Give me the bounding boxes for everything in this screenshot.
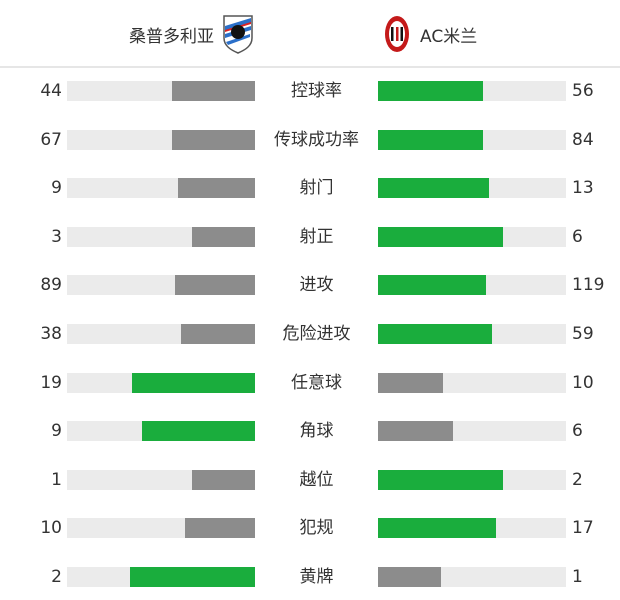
home-bar-track bbox=[67, 518, 255, 539]
away-value: 17 bbox=[572, 518, 594, 539]
stat-row: 67 传球成功率 84 bbox=[0, 129, 620, 151]
home-bar-track bbox=[67, 226, 255, 247]
home-bar-track bbox=[67, 275, 255, 296]
home-bar-track bbox=[67, 469, 255, 490]
stat-row: 1 越位 2 bbox=[0, 469, 620, 491]
home-bar-track bbox=[67, 129, 255, 150]
home-bar-fill bbox=[174, 275, 255, 296]
home-value: 67 bbox=[40, 129, 62, 150]
stat-row: 2 黄牌 1 bbox=[0, 566, 620, 588]
stat-row: 44 控球率 56 bbox=[0, 80, 620, 102]
home-team-name: 桑普多利亚 bbox=[129, 26, 214, 47]
away-bar-fill bbox=[378, 275, 486, 296]
home-bar-track bbox=[67, 567, 255, 587]
home-bar-fill bbox=[181, 324, 255, 344]
sampdoria-crest-icon bbox=[223, 15, 253, 54]
home-value: 3 bbox=[51, 226, 62, 247]
home-bar-track bbox=[67, 178, 255, 199]
away-bar-track bbox=[378, 226, 566, 247]
away-bar-fill bbox=[378, 129, 483, 150]
away-value: 10 bbox=[572, 372, 594, 393]
home-value: 10 bbox=[40, 518, 62, 539]
home-bar-fill bbox=[185, 518, 255, 539]
away-bar-fill bbox=[378, 226, 504, 247]
away-bar-track bbox=[378, 469, 566, 490]
home-value: 89 bbox=[40, 275, 62, 296]
away-bar-track bbox=[378, 518, 566, 539]
home-bar-track bbox=[67, 81, 255, 101]
home-bar-track bbox=[67, 324, 255, 344]
away-value: 1 bbox=[572, 567, 583, 587]
stat-label: 角球 bbox=[299, 421, 334, 442]
away-bar-track bbox=[378, 324, 566, 344]
away-bar-fill bbox=[378, 324, 493, 344]
stat-row: 9 射门 13 bbox=[0, 177, 620, 199]
stat-label: 越位 bbox=[299, 469, 334, 490]
match-header: 桑普多利亚 AC米兰 bbox=[0, 0, 620, 68]
home-value: 2 bbox=[51, 567, 62, 587]
home-bar-fill bbox=[129, 567, 255, 587]
away-value: 59 bbox=[572, 324, 594, 344]
home-bar-fill bbox=[171, 129, 255, 150]
away-bar-track bbox=[378, 421, 566, 442]
home-value: 9 bbox=[51, 178, 62, 199]
away-value: 13 bbox=[572, 178, 594, 199]
stat-row: 3 射正 6 bbox=[0, 226, 620, 248]
stat-label: 射正 bbox=[299, 226, 334, 247]
stat-label: 控球率 bbox=[291, 81, 342, 101]
stat-row: 19 任意球 10 bbox=[0, 372, 620, 394]
stat-row: 38 危险进攻 59 bbox=[0, 323, 620, 345]
stat-label: 射门 bbox=[299, 178, 334, 199]
away-bar-track bbox=[378, 275, 566, 296]
home-bar-fill bbox=[142, 421, 255, 442]
stat-row: 10 犯规 17 bbox=[0, 517, 620, 539]
away-bar-fill bbox=[378, 567, 441, 587]
ac-milan-crest-icon bbox=[385, 16, 409, 52]
stat-label: 进攻 bbox=[299, 275, 334, 296]
away-bar-track bbox=[378, 372, 566, 393]
away-value: 6 bbox=[572, 421, 583, 442]
home-bar-track bbox=[67, 421, 255, 442]
stat-label: 黄牌 bbox=[299, 567, 334, 587]
away-team[interactable]: AC米兰 bbox=[384, 14, 477, 54]
home-value: 9 bbox=[51, 421, 62, 442]
away-bar-fill bbox=[378, 372, 443, 393]
home-bar-fill bbox=[192, 469, 255, 490]
away-bar-track bbox=[378, 81, 566, 101]
away-value: 56 bbox=[572, 81, 594, 101]
stat-label: 传球成功率 bbox=[274, 129, 359, 150]
home-value: 38 bbox=[40, 324, 62, 344]
away-bar-fill bbox=[378, 421, 454, 442]
away-bar-fill bbox=[378, 518, 497, 539]
home-bar-fill bbox=[172, 81, 255, 101]
stat-row: 89 进攻 119 bbox=[0, 274, 620, 296]
home-team[interactable]: 桑普多利亚 bbox=[129, 14, 254, 54]
home-bar-fill bbox=[192, 226, 255, 247]
home-value: 19 bbox=[40, 372, 62, 393]
away-bar-track bbox=[378, 129, 566, 150]
away-value: 119 bbox=[572, 275, 605, 296]
stat-row: 9 角球 6 bbox=[0, 420, 620, 442]
away-value: 6 bbox=[572, 226, 583, 247]
away-team-name: AC米兰 bbox=[420, 26, 478, 47]
home-value: 1 bbox=[51, 469, 62, 490]
away-bar-fill bbox=[378, 178, 490, 199]
stat-label: 危险进攻 bbox=[282, 324, 351, 344]
away-bar-fill bbox=[378, 81, 484, 101]
away-bar-track bbox=[378, 178, 566, 199]
away-bar-track bbox=[378, 567, 566, 587]
away-value: 2 bbox=[572, 469, 583, 490]
away-bar-fill bbox=[378, 469, 504, 490]
home-value: 44 bbox=[40, 81, 62, 101]
stat-label: 任意球 bbox=[291, 372, 342, 393]
home-bar-fill bbox=[178, 178, 255, 199]
away-value: 84 bbox=[572, 129, 594, 150]
home-bar-track bbox=[67, 372, 255, 393]
home-bar-fill bbox=[131, 372, 255, 393]
stat-label: 犯规 bbox=[299, 518, 334, 539]
